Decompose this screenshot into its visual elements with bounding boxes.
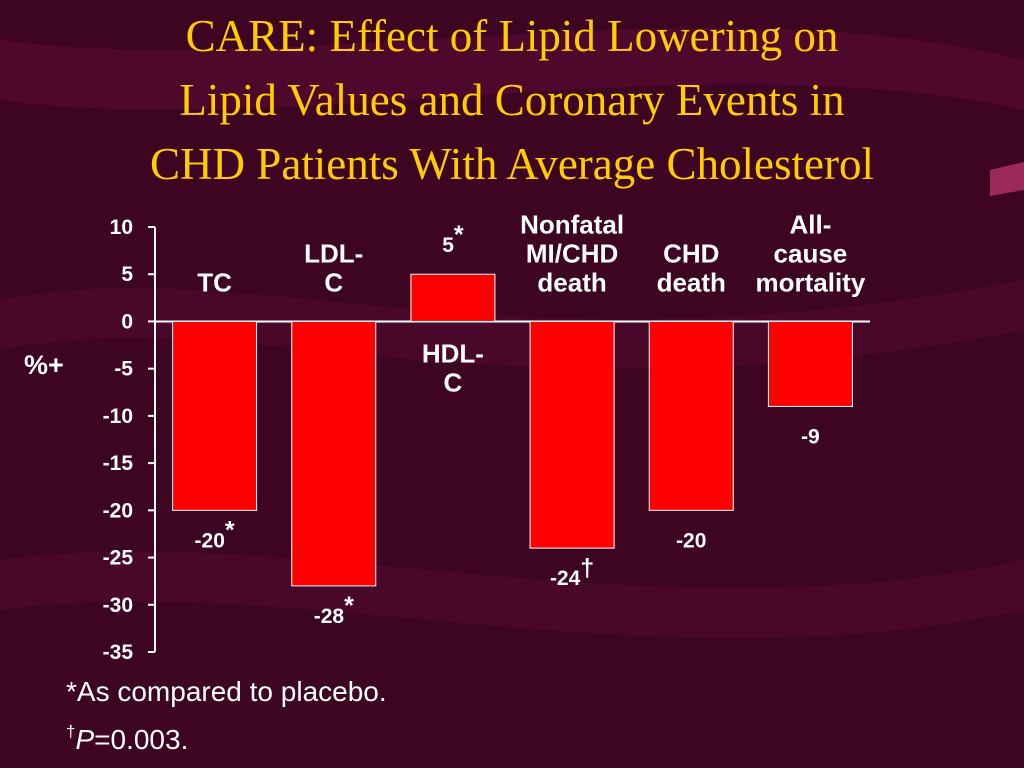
value-label: 5* — [442, 221, 464, 257]
category-label: TC — [197, 267, 232, 297]
value-number: -20 — [676, 529, 706, 552]
value-label: -28* — [314, 592, 354, 628]
significance-mark: † — [580, 554, 594, 582]
footnote-placebo: *As compared to placebo. — [66, 676, 387, 707]
value-label: -20* — [195, 516, 235, 552]
category-label: Nonfatal — [520, 209, 624, 239]
y-tick-label: 5 — [121, 263, 133, 286]
category-label: CHD — [663, 238, 719, 268]
y-tick-label: -15 — [103, 452, 134, 475]
category-label: cause — [774, 238, 848, 268]
bar — [291, 320, 377, 587]
y-tick-label: 10 — [110, 216, 133, 239]
value-number: -20 — [195, 529, 225, 552]
significance-mark: * — [454, 221, 464, 249]
bar — [648, 320, 734, 511]
y-tick-label: -10 — [103, 405, 133, 428]
footnote-p-value: †P=0.003. — [66, 722, 188, 756]
category-label: LDL- — [304, 238, 363, 268]
bar — [529, 320, 615, 549]
category-label: death — [657, 267, 726, 297]
bar — [767, 320, 853, 407]
value-number: -9 — [801, 425, 820, 448]
y-tick-label: -30 — [103, 594, 133, 617]
category-label: All- — [789, 209, 831, 239]
y-tick-label: -20 — [103, 499, 133, 522]
y-tick-label: 0 — [121, 310, 133, 333]
significance-mark: * — [344, 592, 354, 620]
category-label: MI/CHD — [526, 238, 618, 268]
y-tick-label: -35 — [103, 641, 134, 664]
y-axis-label: %+ — [24, 350, 64, 380]
bar — [410, 273, 496, 322]
title-line: CHD Patients With Average Cholesterol — [150, 139, 874, 189]
title-line: Lipid Values and Coronary Events in — [179, 75, 845, 125]
dagger-mark: † — [66, 722, 76, 741]
significance-mark: * — [225, 516, 235, 544]
title-line: CARE: Effect of Lipid Lowering on — [185, 11, 839, 61]
y-tick-label: -5 — [114, 358, 133, 381]
bar — [172, 320, 258, 511]
category-label: mortality — [756, 267, 866, 297]
value-label: -9 — [801, 425, 820, 448]
value-number: 5 — [442, 234, 454, 257]
slide-title: CARE: Effect of Lipid Lowering on Lipid … — [0, 4, 1024, 196]
category-label: C — [324, 267, 343, 297]
p-symbol: P — [75, 724, 95, 755]
y-tick-label: -25 — [103, 547, 134, 570]
category-label: death — [537, 267, 606, 297]
value-label: -20 — [676, 529, 706, 552]
category-label: C — [444, 367, 463, 397]
value-number: -24 — [550, 567, 581, 590]
value-number: -28 — [314, 605, 345, 628]
category-label: HDL- — [422, 338, 484, 368]
p-value-text: =0.003. — [94, 724, 189, 755]
value-label: -24† — [550, 554, 594, 590]
